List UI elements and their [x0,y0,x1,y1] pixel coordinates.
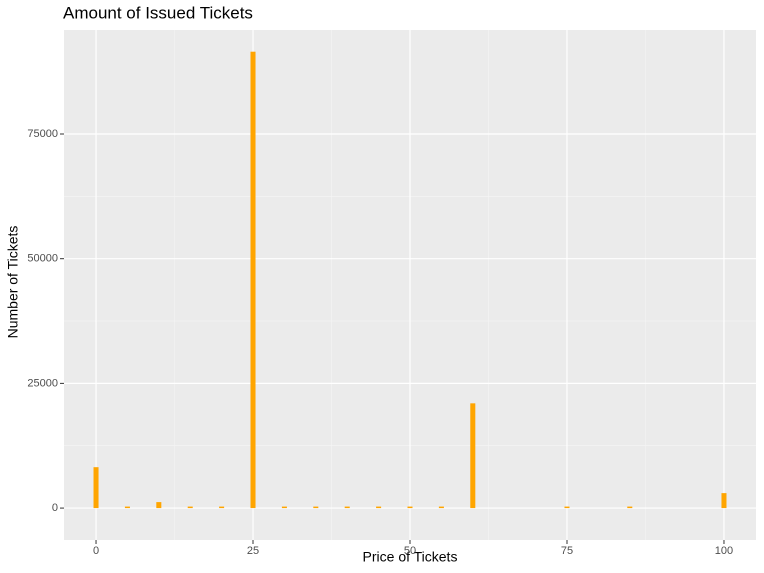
bar [407,506,413,509]
y-axis-label: Number of Tickets [5,226,21,339]
bar [250,51,256,509]
bar [470,403,476,509]
x-tick-label: 75 [561,545,573,557]
bar [93,467,99,509]
bar [124,506,130,509]
y-tick-label: 25000 [27,377,58,389]
x-tick-label: 100 [715,545,733,557]
x-tick-label: 0 [93,545,99,557]
bar [187,506,193,509]
x-axis-label: Price of Tickets [363,549,458,565]
bar [627,506,633,509]
bar [376,506,382,509]
x-tick-label: 25 [247,545,259,557]
bar [313,506,319,509]
y-tick-label: 50000 [27,253,58,265]
bar [721,493,727,509]
y-tick-label: 75000 [27,128,58,140]
bar [156,502,162,509]
bar [564,506,570,509]
bar [344,506,350,509]
bar [219,506,225,509]
bar [281,506,287,509]
bar [438,506,444,509]
x-tick-label: 50 [404,545,416,557]
y-tick-label: 0 [52,502,58,514]
chart-title: Amount of Issued Tickets [63,3,253,22]
